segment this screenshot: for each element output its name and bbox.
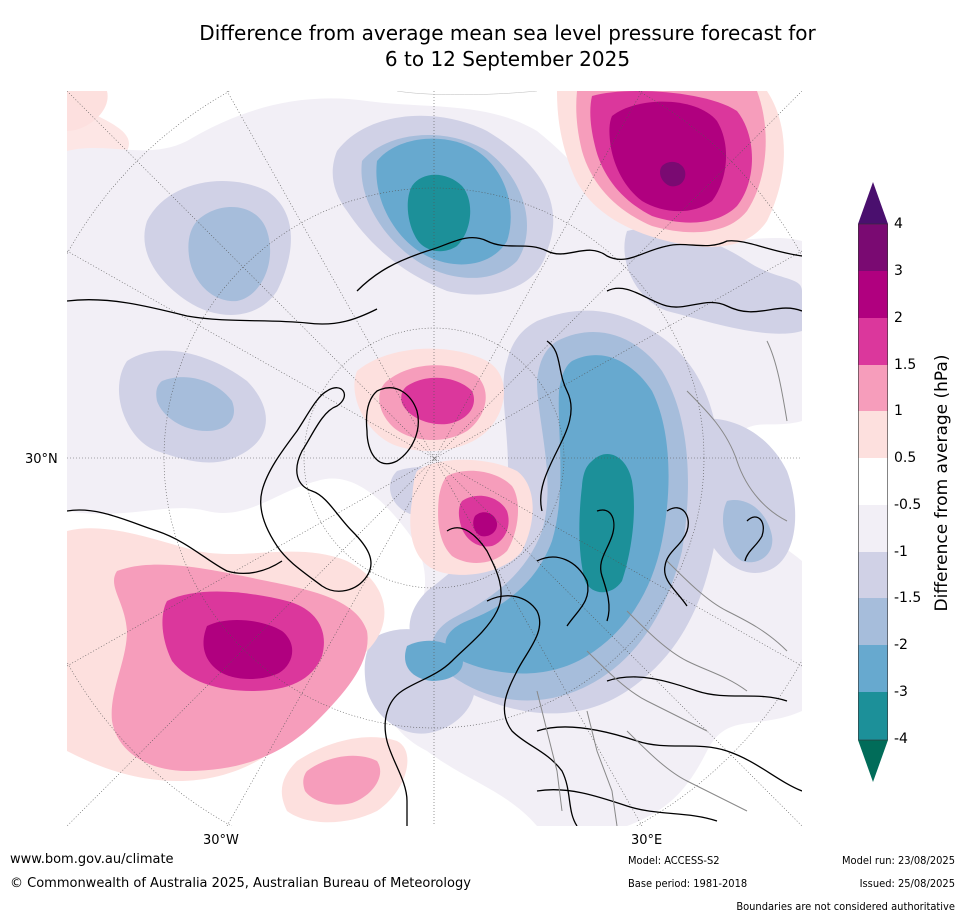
pressure-anomaly-map <box>67 91 802 826</box>
colorbar-tick: -2 <box>894 637 908 653</box>
colorbar-bin-3-to-4 <box>858 224 888 271</box>
lat-label-30n: 30°N <box>25 452 58 467</box>
title-line-1: Difference from average mean sea level p… <box>199 21 816 45</box>
colorbar-bin-neutral <box>858 458 888 505</box>
disclaimer-text: Boundaries are not considered authoritat… <box>736 900 955 913</box>
model-run-text: Model run: 23/08/2025 <box>842 854 955 867</box>
colorbar-tick: -3 <box>894 684 908 700</box>
colorbar-label: Difference from average (hPa) <box>932 354 952 612</box>
issued-text: Issued: 25/08/2025 <box>859 877 955 890</box>
colorbar-tick: -1.5 <box>894 590 922 606</box>
colorbar-tick: 2 <box>894 310 903 326</box>
colorbar <box>858 182 888 782</box>
anomaly-region-topleft-pink <box>67 91 129 156</box>
anomaly-region-central-pink <box>354 348 533 575</box>
colorbar-bin-minus-2-to-minus-3 <box>858 645 888 692</box>
colorbar-bin-minus-1-to-minus-1.5 <box>858 552 888 598</box>
colorbar-bin-1.5-to-2 <box>858 318 888 365</box>
colorbar-bin-1-to-1.5 <box>858 365 888 411</box>
colorbar-tick: -1 <box>894 544 908 560</box>
anomaly-region-topright-high <box>557 91 784 247</box>
colorbar-bin-minus-0.5-to-minus-1 <box>858 505 888 552</box>
colorbar-tick: 3 <box>894 263 903 279</box>
anomaly-region-atlantic-high <box>67 528 408 823</box>
anomaly-region-teal <box>407 174 634 593</box>
colorbar-tick: -0.5 <box>894 497 922 513</box>
circle-edge <box>396 91 538 95</box>
colorbar-tick: 1 <box>894 403 903 419</box>
colorbar-bin-0.5-to-1 <box>858 411 888 458</box>
map-borders <box>536 340 788 826</box>
map-title: Difference from average mean sea level p… <box>60 20 955 72</box>
lon-label-30e: 30°E <box>631 833 663 848</box>
colorbar-arrow-bottom <box>858 740 888 782</box>
colorbar-tick: 0.5 <box>894 450 917 466</box>
model-text: Model: ACCESS-S2 <box>628 854 720 867</box>
colorbar-bin-2-to-3 <box>858 271 888 318</box>
colorbar-bin-minus-1.5-to-minus-2 <box>858 598 888 645</box>
colorbar-tick: 4 <box>894 216 903 232</box>
colorbar-arrow-top <box>858 182 888 224</box>
website-link[interactable]: www.bom.gov.au/climate <box>10 852 174 867</box>
colorbar-tick: -4 <box>894 731 908 747</box>
colorbar-tick: 1.5 <box>894 357 917 373</box>
colorbar-bin-minus-3-to-minus-4 <box>858 692 888 740</box>
base-period-text: Base period: 1981-2018 <box>628 877 748 890</box>
map-graticule <box>67 91 802 826</box>
title-line-2: 6 to 12 September 2025 <box>384 47 631 71</box>
map-coastlines <box>67 237 802 826</box>
lon-label-30w: 30°W <box>203 833 239 848</box>
copyright-text: © Commonwealth of Australia 2025, Austra… <box>10 876 471 891</box>
